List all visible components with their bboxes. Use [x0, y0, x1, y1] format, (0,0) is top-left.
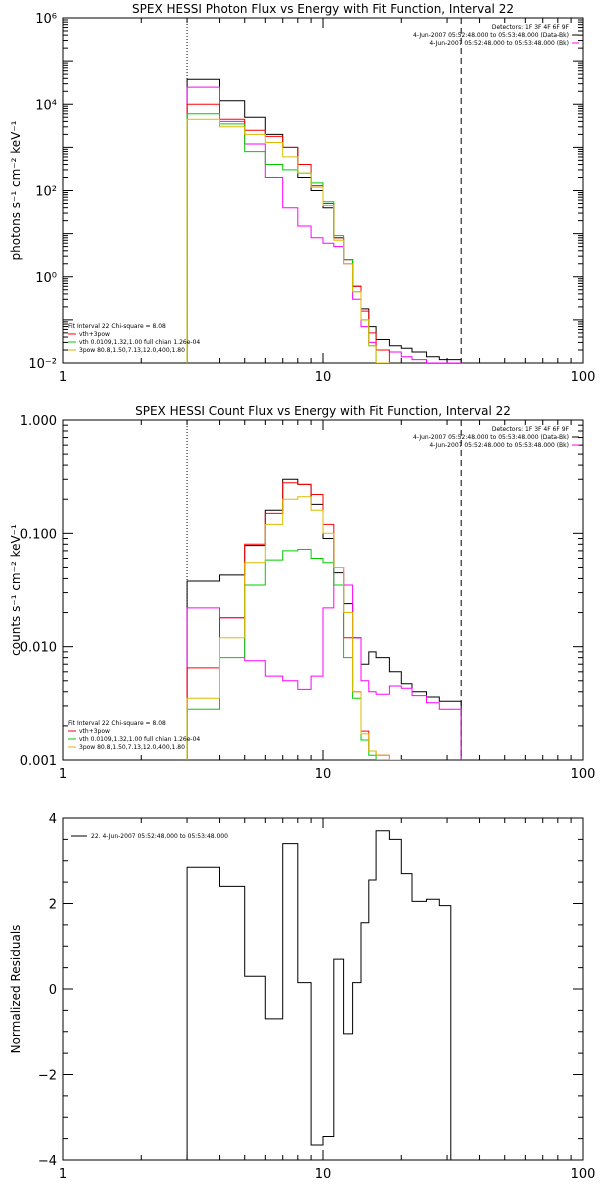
fit-legend-text: vth+3pow: [79, 331, 110, 338]
fit-legend-text: vth 0.0109,1.32,1.00 full chian 1.26e-04: [79, 339, 200, 346]
legend-text: 22. 4-Jun-2007 05:52:48.000 to 05:53:48.…: [91, 833, 228, 840]
y-tick-label: 10⁻²: [28, 357, 57, 372]
plot-frame: [62, 817, 584, 1161]
panel-0: SPEX HESSI Photon Flux vs Energy with Fi…: [9, 2, 595, 385]
series-line: [186, 118, 390, 363]
y-tick-label: 10²: [35, 185, 57, 200]
chart-title: SPEX HESSI Count Flux vs Energy with Fit…: [135, 404, 511, 418]
y-tick-label: 0.001: [20, 754, 57, 769]
legend-text: 4-Jun-2007 05:52:48.000 to 05:53:48.000 …: [413, 434, 569, 441]
fit-legend-text: vth+3pow: [79, 728, 110, 735]
series-line: [186, 478, 462, 760]
series-line: [186, 567, 462, 760]
legend-text: Detectors: 1F 3F 4F 6F 9F: [492, 426, 570, 433]
series-line: [186, 103, 390, 363]
series-line: [186, 830, 452, 1160]
fit-legend-text: 3pow 80.8,1.50,7.13,12.0,400,1.80: [79, 347, 185, 354]
fit-legend-text: vth 0.0109,1.32,1.00 full chian 1.26e-04: [79, 736, 200, 743]
y-axis-label: photons s⁻¹ cm⁻² keV⁻¹: [9, 120, 23, 260]
x-tick-label: 10: [315, 1167, 332, 1182]
series-line: [186, 496, 402, 760]
y-axis-label: counts s⁻¹ cm⁻² keV⁻¹: [9, 524, 23, 656]
x-tick-label: 1: [59, 767, 67, 782]
y-tick-label: −2: [38, 1069, 57, 1084]
series-line: [186, 78, 462, 363]
x-tick-label: 100: [571, 1167, 596, 1182]
x-tick-label: 1: [59, 370, 67, 385]
legend-text: 4-Jun-2007 05:52:48.000 to 05:53:48.000 …: [413, 32, 569, 39]
series-group: [186, 78, 462, 363]
series-line: [186, 482, 402, 760]
y-tick-label: 1.000: [20, 414, 57, 429]
y-tick-label: 4: [49, 812, 57, 827]
x-tick-label: 100: [571, 370, 596, 385]
y-tick-label: −4: [38, 1154, 57, 1169]
legend-text: Detectors: 1F 3F 4F 6F 9F: [492, 24, 570, 31]
x-tick-label: 100: [571, 767, 596, 782]
y-tick-label: 10⁴: [35, 98, 57, 113]
x-tick-label: 10: [315, 370, 332, 385]
y-tick-label: 0.010: [20, 641, 57, 656]
y-tick-label: 0.100: [20, 527, 57, 542]
fit-legend-text: Fit Interval 22 Chi-square = 8.08: [68, 323, 166, 330]
panel-2: Normalized Residuals 1 10 100 −4 −2 0 2 4 22. 4-J…: [9, 812, 595, 1182]
chart-title: SPEX HESSI Photon Flux vs Energy with Fi…: [132, 2, 514, 16]
x-tick-label: 10: [315, 767, 332, 782]
fit-legend-text: 3pow 80.8,1.50,7.13,12.0,400,1.80: [79, 744, 185, 751]
fit-legend-text: Fit Interval 22 Chi-square = 8.08: [68, 720, 166, 727]
legend-text: 4-Jun-2007 05:52:48.000 to 05:53:48.000 …: [429, 40, 569, 47]
legend-text: 4-Jun-2007 05:52:48.000 to 05:53:48.000 …: [429, 442, 569, 449]
series-line: [186, 113, 390, 363]
series-line: [186, 549, 390, 760]
plot-frame: [62, 419, 584, 761]
y-tick-label: 10⁰: [35, 271, 57, 286]
y-tick-label: 10⁶: [35, 12, 57, 27]
series-group: [186, 830, 452, 1160]
y-axis-label: Normalized Residuals: [9, 925, 23, 1054]
y-tick-label: 0: [49, 983, 57, 998]
y-tick-label: 2: [49, 898, 57, 913]
panel-1: SPEX HESSI Count Flux vs Energy with Fit…: [9, 404, 595, 782]
x-tick-label: 1: [59, 1167, 67, 1182]
series-group: [186, 478, 462, 760]
series-line: [186, 86, 462, 363]
